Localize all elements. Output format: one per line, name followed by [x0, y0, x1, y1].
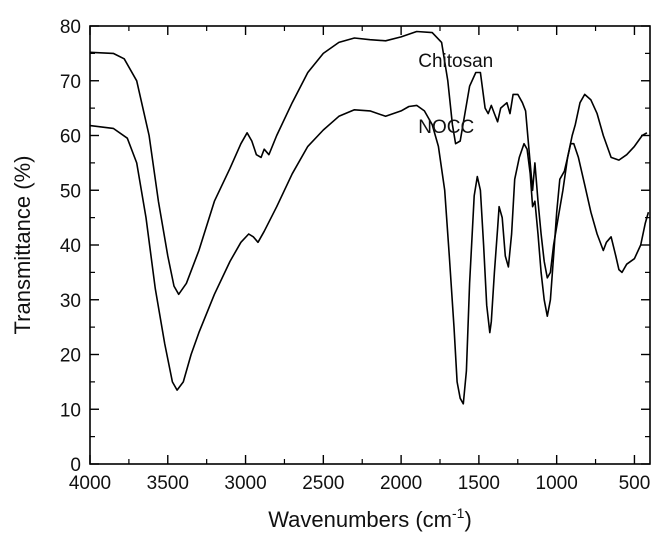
- series-label-chitosan: Chitosan: [418, 51, 493, 72]
- y-tick-label: 60: [60, 127, 81, 148]
- y-tick-label: 80: [60, 17, 81, 38]
- x-tick-label: 3000: [224, 473, 266, 494]
- y-tick-label: 30: [60, 291, 81, 312]
- x-tick-label: 2000: [380, 473, 422, 494]
- series-lines: [89, 30, 650, 405]
- series-label-nocc: NOCC: [418, 117, 474, 138]
- x-axis-title: Wavenumbers (cm-1): [268, 505, 472, 532]
- ticks: [89, 25, 650, 465]
- x-tick-label: 1500: [458, 473, 500, 494]
- x-tick-label: 4000: [69, 473, 111, 494]
- y-tick-label: 20: [60, 346, 81, 367]
- series-line-nocc: [89, 104, 650, 405]
- y-tick-label: 70: [60, 72, 81, 93]
- y-tick-label: 50: [60, 181, 81, 202]
- tick-labels: 4000 3500 3000 2500 2000 1500 1000 500 0 10 20 30 40…: [60, 17, 650, 494]
- y-axis-title: Transmittance (%): [10, 156, 35, 335]
- plot-frame: [89, 25, 651, 465]
- x-tick-label: 1000: [536, 473, 578, 494]
- x-tick-label: 500: [619, 473, 651, 494]
- x-tick-label: 3500: [147, 473, 189, 494]
- y-tick-label: 0: [70, 455, 81, 476]
- annotations: Chitosan NOCC: [418, 51, 493, 138]
- series-line-chitosan: [89, 30, 648, 296]
- x-tick-label: 2500: [302, 473, 344, 494]
- y-tick-label: 40: [60, 236, 81, 257]
- y-tick-label: 10: [60, 400, 81, 421]
